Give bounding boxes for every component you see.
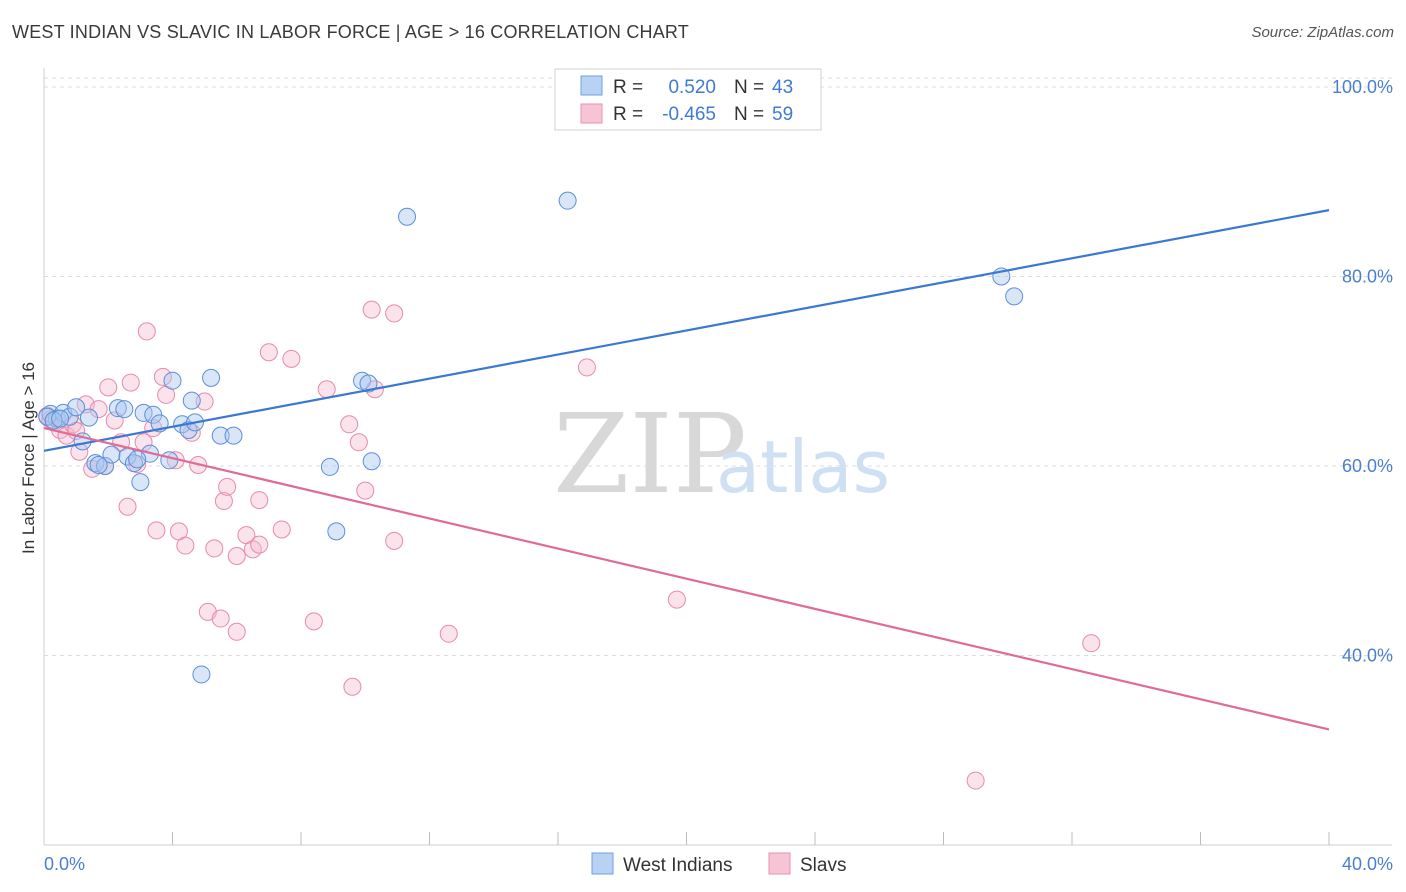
west-indians-point — [131, 473, 150, 492]
slavs-point — [966, 771, 985, 790]
slavs-point — [349, 433, 368, 452]
series-label-west-indians: West Indians — [623, 855, 732, 876]
slavs-point — [214, 492, 233, 511]
slavs-point — [317, 380, 336, 399]
west-indians-point — [89, 456, 108, 475]
y-tick-labels: 100.0% 80.0% 60.0% 40.0% — [1332, 77, 1393, 666]
axes — [43, 68, 1392, 846]
legend-r-label-1: R = — [613, 77, 643, 98]
west-indians-point — [224, 426, 243, 445]
slavs-point — [147, 521, 166, 540]
slavs-point — [218, 477, 237, 496]
west-indians-point — [202, 368, 221, 387]
slavs-points — [38, 300, 1101, 790]
legend-n-value-1: 43 — [772, 77, 793, 98]
watermark-zip: ZIP — [553, 390, 747, 518]
west-indians-point — [320, 457, 339, 476]
x-tick-marks — [172, 832, 1330, 845]
y-tick-label: 40.0% — [1342, 645, 1393, 665]
legend-n-label-2: N = — [734, 104, 764, 125]
west-indians-point — [192, 665, 211, 684]
legend-swatch-blue — [580, 75, 603, 96]
y-axis-label: In Labor Force | Age > 16 — [19, 362, 38, 554]
west-indians-point — [128, 450, 147, 469]
west-indians-point — [179, 420, 198, 439]
slavs-point — [667, 590, 686, 609]
slavs-point — [282, 349, 301, 368]
y-tick-label: 100.0% — [1332, 77, 1393, 97]
west-indians-point — [163, 371, 182, 390]
slavs-point — [153, 367, 172, 386]
slavs-point — [343, 677, 362, 696]
slavs-point — [340, 415, 359, 434]
west-indians-point — [51, 409, 70, 428]
slavs-point — [205, 539, 224, 558]
legend-r-value-1: 0.520 — [668, 77, 716, 98]
slavs-point — [272, 520, 291, 539]
slavs-point — [227, 546, 246, 565]
correlation-legend: R = 0.520 N = 43 R = -0.465 N = 59 — [554, 68, 822, 131]
west-indians-trend-line — [43, 209, 1330, 452]
slavs-point — [1082, 634, 1101, 653]
slavs-point — [356, 481, 375, 500]
legend-n-label-1: N = — [734, 77, 764, 98]
slavs-point — [385, 304, 404, 323]
legend-r-value-2: -0.465 — [662, 104, 716, 125]
west-indians-point — [211, 426, 230, 445]
slavs-point — [250, 491, 269, 510]
west-indians-point — [115, 400, 134, 419]
slavs-point — [304, 612, 323, 631]
west-indians-points — [38, 191, 1024, 684]
series-label-slavs: Slavs — [800, 855, 846, 876]
x-tick-label-min: 0.0% — [44, 854, 85, 874]
y-tick-label: 60.0% — [1342, 456, 1393, 476]
west-indians-point — [79, 408, 98, 427]
slavs-point — [176, 536, 195, 555]
west-indians-point — [102, 445, 121, 464]
series-legend: West Indians Slavs — [591, 852, 846, 876]
west-indians-point — [1005, 287, 1024, 306]
trend-lines — [43, 209, 1330, 731]
gridlines — [44, 77, 1392, 656]
slavs-point — [362, 300, 381, 319]
slavs-point — [195, 392, 214, 411]
slavs-point — [137, 322, 156, 341]
slavs-point — [99, 378, 118, 397]
west-indians-point — [96, 456, 115, 475]
slavs-trend-line — [43, 427, 1330, 731]
chart-title: WEST INDIAN VS SLAVIC IN LABOR FORCE | A… — [12, 22, 689, 42]
legend-r-label-2: R = — [613, 104, 643, 125]
west-indians-point — [398, 207, 417, 226]
legend-swatch-pink — [580, 103, 603, 124]
slavs-point — [439, 624, 458, 643]
slavs-point — [577, 358, 596, 377]
watermark-atlas: atlas — [716, 425, 890, 509]
west-indians-point — [359, 374, 378, 393]
slavs-point — [243, 540, 262, 559]
slavs-point — [211, 609, 230, 628]
west-indians-point — [160, 451, 179, 470]
source-credit: Source: ZipAtlas.com — [1251, 24, 1394, 41]
slavs-point — [121, 373, 140, 392]
slavs-point — [259, 343, 278, 362]
x-tick-label-max: 40.0% — [1342, 854, 1393, 874]
west-indians-point — [362, 452, 381, 471]
slavs-point — [385, 531, 404, 550]
slavs-point — [118, 497, 137, 516]
west-indians-point — [558, 191, 577, 210]
west-indians-point — [182, 391, 201, 410]
series-swatch-west-indians — [591, 852, 614, 875]
slavs-point — [250, 535, 269, 554]
west-indians-point — [67, 398, 86, 417]
y-tick-label: 80.0% — [1342, 266, 1393, 286]
west-indians-point — [44, 411, 63, 430]
slavs-point — [227, 622, 246, 641]
legend-n-value-2: 59 — [772, 104, 793, 125]
west-indians-point — [327, 522, 346, 541]
west-indians-point — [108, 399, 127, 418]
series-swatch-slavs — [768, 852, 791, 875]
